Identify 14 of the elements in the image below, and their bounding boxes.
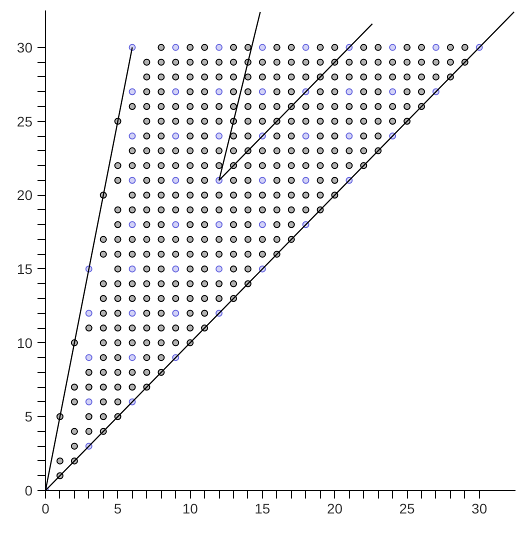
x-tick-label: 25 [399, 500, 416, 516]
x-tick-label: 0 [42, 500, 50, 516]
y-tick-label: 0 [24, 482, 33, 498]
x-tick-label: 10 [182, 500, 198, 516]
x-tick-label: 20 [326, 500, 343, 516]
y-tick-label: 30 [16, 39, 33, 56]
x-tick-label: 30 [472, 500, 488, 516]
x-tick-label: 5 [114, 500, 122, 516]
y-tick-label: 20 [16, 187, 33, 204]
y-tick-label: 5 [24, 408, 33, 425]
y-tick-label: 25 [16, 113, 33, 130]
x-tick-label: 15 [254, 500, 270, 516]
y-tick-label: 10 [16, 334, 33, 351]
y-tick-label: 15 [16, 260, 33, 277]
